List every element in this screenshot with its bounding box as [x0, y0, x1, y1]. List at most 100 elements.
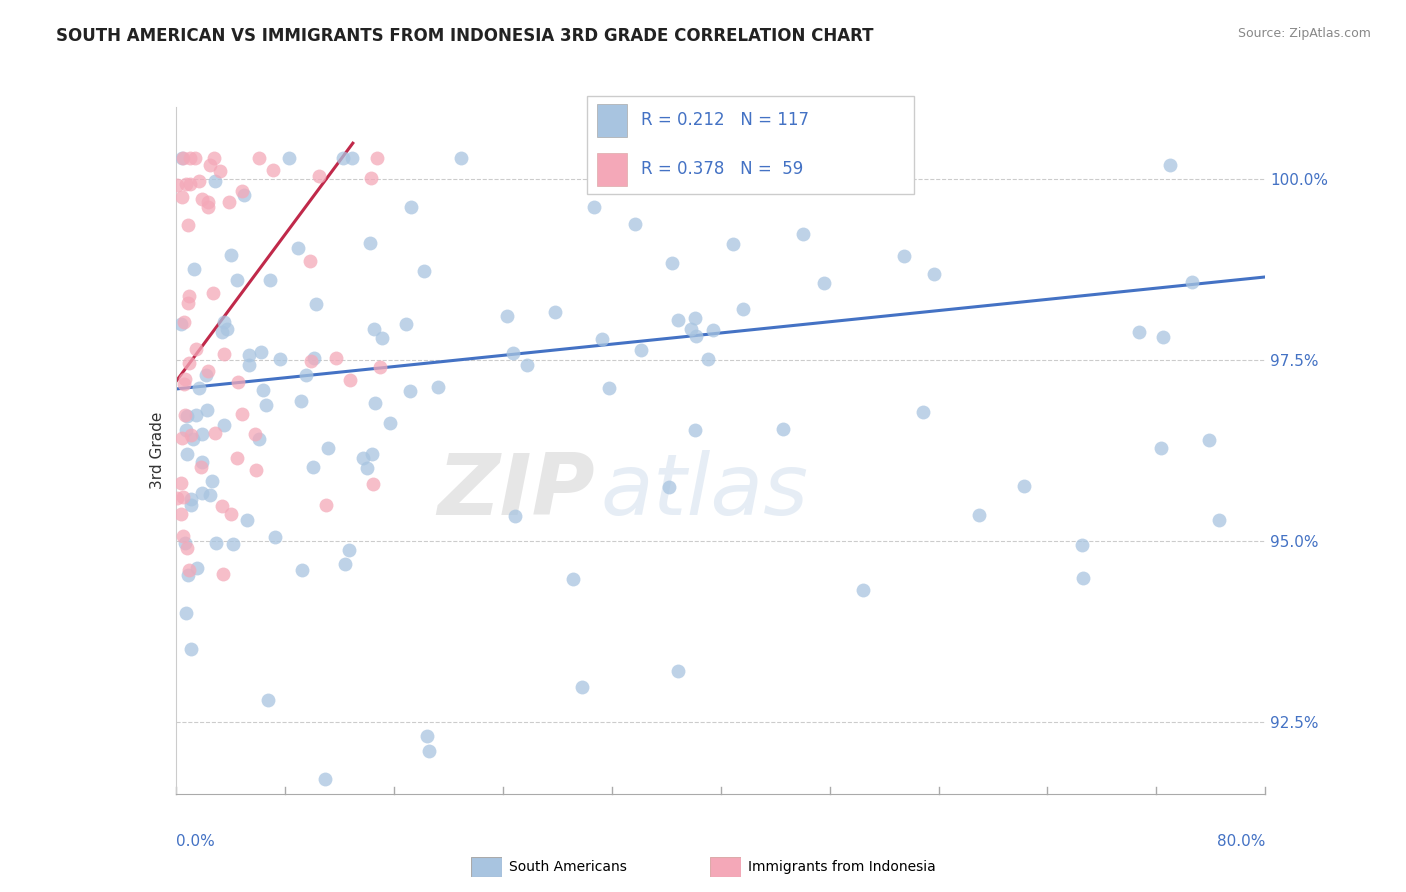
Point	[337, 543, 360, 558]
Point	[200, 488, 222, 502]
Point	[361, 477, 384, 491]
Point	[176, 568, 198, 582]
Point	[658, 480, 681, 494]
Point	[363, 322, 385, 336]
Point	[250, 345, 273, 359]
Point	[883, 151, 905, 165]
Point	[252, 383, 274, 397]
Point	[366, 151, 388, 165]
Point	[212, 567, 235, 582]
Point	[194, 368, 217, 382]
Point	[318, 441, 340, 455]
Point	[683, 423, 706, 437]
Point	[562, 572, 585, 586]
Point	[295, 368, 318, 382]
Point	[197, 200, 219, 214]
Point	[1071, 538, 1094, 552]
Point	[166, 178, 188, 192]
Point	[172, 490, 194, 504]
Point	[225, 451, 247, 466]
Point	[179, 563, 201, 577]
Text: 0.0%: 0.0%	[176, 834, 215, 848]
Point	[1181, 276, 1204, 290]
Point	[231, 184, 253, 198]
Point	[418, 743, 440, 757]
Point	[176, 541, 198, 556]
Point	[221, 507, 243, 521]
Point	[666, 664, 689, 678]
Point	[208, 164, 231, 178]
Point	[191, 427, 214, 442]
Point	[204, 426, 226, 441]
Point	[1152, 330, 1174, 344]
Point	[623, 217, 645, 231]
Point	[598, 381, 620, 395]
Bar	[598, 153, 627, 186]
Point	[967, 508, 990, 522]
Point	[212, 315, 235, 329]
Point	[172, 151, 194, 165]
Point	[340, 151, 363, 165]
Point	[290, 393, 312, 408]
Point	[368, 360, 391, 375]
Point	[180, 491, 202, 506]
Point	[571, 680, 593, 694]
Point	[184, 408, 207, 422]
Point	[183, 262, 205, 277]
Point	[731, 301, 754, 316]
Point	[254, 398, 277, 412]
Point	[922, 267, 945, 281]
Text: 80.0%: 80.0%	[1218, 834, 1265, 848]
Point	[202, 151, 225, 165]
Point	[169, 507, 191, 521]
Point	[174, 177, 197, 191]
Point	[591, 332, 613, 346]
Point	[188, 381, 211, 395]
Point	[496, 309, 519, 323]
Point	[173, 376, 195, 391]
Point	[685, 329, 707, 343]
Point	[515, 358, 537, 372]
Point	[1159, 158, 1181, 172]
Point	[226, 376, 249, 390]
Point	[413, 263, 436, 277]
Point	[314, 772, 336, 787]
Point	[169, 317, 191, 331]
Point	[202, 286, 225, 301]
Point	[212, 347, 235, 361]
Point	[197, 195, 219, 210]
Point	[399, 200, 422, 214]
Point	[166, 491, 188, 505]
Point	[298, 254, 321, 268]
Point	[813, 277, 835, 291]
Point	[238, 348, 260, 362]
Point	[332, 151, 354, 165]
Point	[359, 236, 381, 251]
Point	[305, 296, 328, 310]
Text: atlas: atlas	[600, 450, 808, 533]
Point	[269, 351, 291, 366]
Text: Source: ZipAtlas.com: Source: ZipAtlas.com	[1237, 27, 1371, 40]
Point	[544, 305, 567, 319]
Point	[264, 530, 287, 544]
Point	[176, 409, 198, 423]
Point	[233, 188, 256, 202]
Point	[245, 463, 267, 477]
Point	[212, 417, 235, 432]
Point	[1208, 513, 1230, 527]
Point	[170, 431, 193, 445]
Point	[173, 372, 195, 386]
Point	[304, 351, 326, 366]
Point	[1012, 479, 1035, 493]
Text: South Americans: South Americans	[509, 860, 627, 874]
Point	[170, 190, 193, 204]
Point	[1150, 442, 1173, 456]
Point	[204, 535, 226, 549]
Point	[177, 356, 200, 370]
Point	[181, 432, 204, 446]
Point	[179, 151, 201, 165]
Point	[661, 255, 683, 269]
Point	[231, 407, 253, 421]
Point	[174, 423, 197, 437]
Point	[325, 351, 347, 365]
